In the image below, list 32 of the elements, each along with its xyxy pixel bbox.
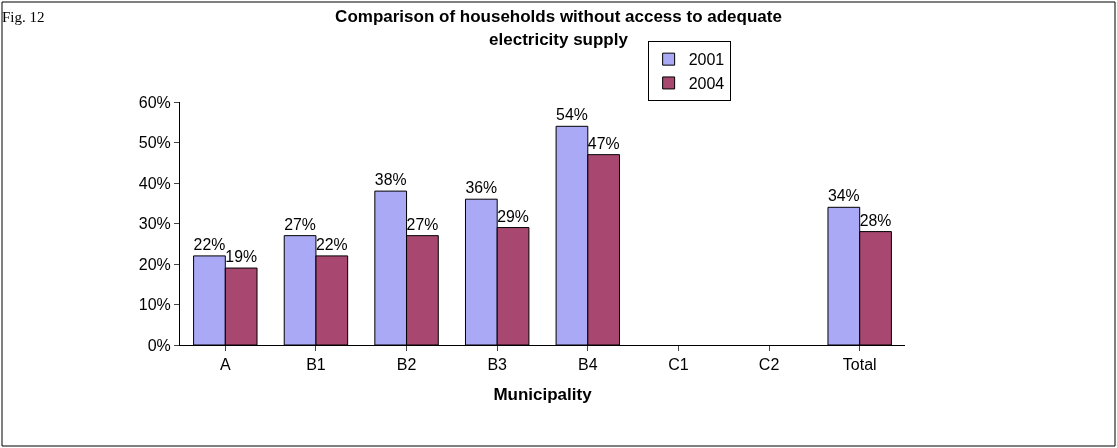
data-label: 22%: [315, 235, 348, 253]
data-label: 29%: [497, 207, 529, 225]
x-tick-label: A: [219, 356, 231, 374]
y-tick-label: 60%: [138, 93, 171, 111]
y-tick-label: 50%: [138, 134, 171, 152]
x-axis-title: Municipality: [493, 384, 593, 404]
y-tick-label: 20%: [138, 255, 171, 273]
x-tick-label: B3: [487, 356, 508, 374]
data-label: 34%: [827, 187, 860, 205]
x-tick-label: B1: [306, 356, 326, 374]
data-label: 47%: [587, 134, 620, 152]
data-label: 38%: [374, 171, 407, 189]
chart-title: Comparison of households without access to adequate electricity supply: [335, 7, 782, 49]
x-tick-label: C1: [668, 356, 689, 374]
legend-label: 2004: [688, 75, 725, 93]
legend-label: 2001: [688, 51, 725, 69]
x-tick-label: C2: [758, 356, 780, 374]
data-label: 28%: [859, 211, 892, 229]
x-tick-label: B4: [578, 356, 598, 374]
caption: Fig. 12: [2, 9, 45, 25]
data-label: 22%: [193, 235, 226, 253]
y-tick-label: 10%: [138, 296, 171, 314]
data-label: 19%: [225, 248, 258, 266]
x-tick-label: B2: [396, 356, 417, 374]
data-label: 36%: [465, 179, 498, 197]
y-tick-label: 0%: [147, 336, 171, 354]
x-tick-label: Total: [842, 356, 877, 374]
data-label: 54%: [556, 106, 588, 124]
y-tick-label: 40%: [138, 174, 171, 192]
data-label: 27%: [284, 215, 316, 233]
y-tick-label: 30%: [138, 215, 171, 233]
data-label: 27%: [406, 215, 439, 233]
